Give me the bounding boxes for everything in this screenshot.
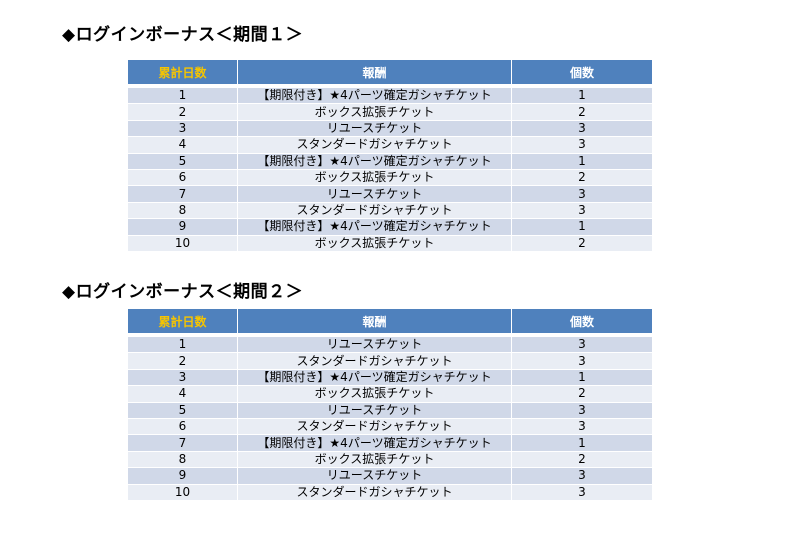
cell-reward: スタンダードガシャチケット: [238, 418, 512, 436]
cell-reward: スタンダードガシャチケット: [238, 353, 512, 370]
table-row: 4 ボックス拡張チケット 2: [128, 386, 652, 403]
table-row: 2 スタンダードガシャチケット 3: [128, 353, 652, 370]
cell-reward: ボックス拡張チケット: [238, 169, 512, 187]
table-row: 1 リユースチケット 3: [128, 337, 652, 354]
table-header-row: 累計日数 報酬 個数: [128, 309, 652, 333]
table-row: 7 リユースチケット 3: [128, 186, 652, 203]
bonus-table-period-1: 累計日数 報酬 個数 1 【期限付き】★4パーツ確定ガシャチケット 1 2 ボックス拡張…: [128, 60, 652, 252]
cell-reward: リユースチケット: [238, 186, 512, 203]
table-row: 10 ボックス拡張チケット 2: [128, 235, 652, 252]
table-row: 6 スタンダードガシャチケット 3: [128, 418, 652, 436]
header-reward: 報酬: [238, 60, 512, 84]
cell-count: 3: [512, 418, 652, 436]
cell-reward: リユースチケット: [238, 337, 512, 354]
cell-count: 3: [512, 186, 652, 203]
cell-count: 3: [512, 353, 652, 370]
cell-day: 7: [128, 186, 238, 203]
cell-day: 3: [128, 369, 238, 387]
spacer-cell: [128, 84, 652, 88]
header-count: 個数: [512, 309, 652, 333]
cell-day: 2: [128, 104, 238, 121]
cell-reward: 【期限付き】★4パーツ確定ガシャチケット: [238, 369, 512, 387]
cell-count: 2: [512, 386, 652, 403]
cell-reward: 【期限付き】★4パーツ確定ガシャチケット: [238, 153, 512, 170]
table-spacer: [128, 333, 652, 337]
cell-day: 9: [128, 219, 238, 236]
cell-count: 2: [512, 451, 652, 469]
cell-count: 1: [512, 88, 652, 105]
header-reward: 報酬: [238, 309, 512, 333]
cell-reward: ボックス拡張チケット: [238, 451, 512, 469]
cell-day: 5: [128, 153, 238, 170]
table-row: 7 【期限付き】★4パーツ確定ガシャチケット 1: [128, 435, 652, 452]
cell-count: 2: [512, 169, 652, 187]
cell-reward: 【期限付き】★4パーツ確定ガシャチケット: [238, 435, 512, 452]
cell-count: 3: [512, 402, 652, 419]
table-spacer: [128, 84, 652, 88]
table-row: 5 【期限付き】★4パーツ確定ガシャチケット 1: [128, 153, 652, 170]
header-count: 個数: [512, 60, 652, 84]
cell-day: 1: [128, 337, 238, 354]
cell-reward: ボックス拡張チケット: [238, 104, 512, 121]
cell-day: 8: [128, 202, 238, 220]
cell-reward: 【期限付き】★4パーツ確定ガシャチケット: [238, 88, 512, 105]
table-row: 2 ボックス拡張チケット 2: [128, 104, 652, 121]
table-row: 10 スタンダードガシャチケット 3: [128, 484, 652, 501]
cell-day: 8: [128, 451, 238, 469]
table-row: 9 【期限付き】★4パーツ確定ガシャチケット 1: [128, 219, 652, 236]
cell-count: 1: [512, 369, 652, 387]
table-header-row: 累計日数 報酬 個数: [128, 60, 652, 84]
cell-day: 1: [128, 88, 238, 105]
table-row: 3 リユースチケット 3: [128, 120, 652, 138]
cell-reward: リユースチケット: [238, 120, 512, 138]
bonus-table-period-2: 累計日数 報酬 個数 1 リユースチケット 3 2 スタンダードガシャチケット 3 3 【期限…: [128, 309, 652, 501]
cell-day: 5: [128, 402, 238, 419]
cell-count: 3: [512, 484, 652, 501]
cell-day: 6: [128, 418, 238, 436]
cell-count: 1: [512, 435, 652, 452]
cell-count: 2: [512, 235, 652, 252]
cell-count: 1: [512, 153, 652, 170]
cell-day: 3: [128, 120, 238, 138]
cell-count: 3: [512, 120, 652, 138]
cell-reward: リユースチケット: [238, 468, 512, 485]
table-row: 8 ボックス拡張チケット 2: [128, 451, 652, 469]
cell-day: 7: [128, 435, 238, 452]
table-row: 3 【期限付き】★4パーツ確定ガシャチケット 1: [128, 369, 652, 387]
table-row: 8 スタンダードガシャチケット 3: [128, 202, 652, 220]
cell-day: 4: [128, 386, 238, 403]
cell-day: 4: [128, 137, 238, 154]
header-days: 累計日数: [128, 309, 238, 333]
cell-reward: 【期限付き】★4パーツ確定ガシャチケット: [238, 219, 512, 236]
section-title-period-1: ◆ログインボーナス＜期間１＞: [62, 25, 304, 45]
table-row: 4 スタンダードガシャチケット 3: [128, 137, 652, 154]
spacer-cell: [128, 333, 652, 337]
cell-count: 3: [512, 468, 652, 485]
cell-day: 9: [128, 468, 238, 485]
cell-count: 3: [512, 202, 652, 220]
table-row: 6 ボックス拡張チケット 2: [128, 169, 652, 187]
cell-reward: スタンダードガシャチケット: [238, 137, 512, 154]
table-row: 9 リユースチケット 3: [128, 468, 652, 485]
table-row: 5 リユースチケット 3: [128, 402, 652, 419]
cell-count: 1: [512, 219, 652, 236]
cell-reward: ボックス拡張チケット: [238, 235, 512, 252]
cell-day: 10: [128, 235, 238, 252]
cell-reward: ボックス拡張チケット: [238, 386, 512, 403]
section-title-period-2: ◆ログインボーナス＜期間２＞: [62, 282, 304, 302]
table-row: 1 【期限付き】★4パーツ確定ガシャチケット 1: [128, 88, 652, 105]
cell-reward: スタンダードガシャチケット: [238, 202, 512, 220]
cell-reward: リユースチケット: [238, 402, 512, 419]
cell-count: 2: [512, 104, 652, 121]
cell-day: 10: [128, 484, 238, 501]
cell-day: 6: [128, 169, 238, 187]
cell-day: 2: [128, 353, 238, 370]
cell-count: 3: [512, 337, 652, 354]
cell-count: 3: [512, 137, 652, 154]
cell-reward: スタンダードガシャチケット: [238, 484, 512, 501]
header-days: 累計日数: [128, 60, 238, 84]
